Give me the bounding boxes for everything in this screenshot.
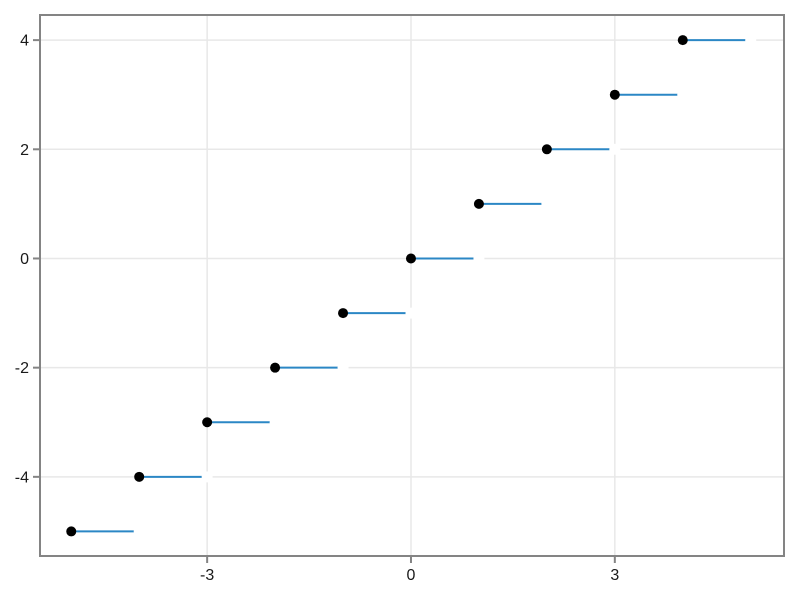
open-endpoint-marker (745, 34, 757, 46)
x-tick-label: 3 (610, 567, 619, 584)
closed-endpoint-marker (134, 471, 145, 482)
closed-endpoint-marker (473, 198, 484, 209)
closed-endpoint-marker (66, 526, 77, 537)
closed-endpoint-marker (202, 417, 213, 428)
plot-frame (39, 14, 785, 557)
open-endpoint-marker (677, 89, 689, 101)
y-tick-label: 4 (20, 33, 29, 50)
open-endpoint-marker (541, 198, 553, 210)
y-tick-label: -4 (15, 469, 29, 486)
closed-endpoint-marker (405, 253, 416, 264)
open-endpoint-marker (337, 362, 349, 374)
closed-endpoint-marker (541, 144, 552, 155)
closed-endpoint-marker (609, 89, 620, 100)
open-endpoint-marker (133, 525, 145, 537)
open-endpoint-marker (609, 143, 621, 155)
x-tick-label: -3 (200, 567, 214, 584)
closed-endpoint-marker (677, 35, 688, 46)
open-endpoint-marker (269, 416, 281, 428)
y-tick-label: -2 (15, 360, 29, 377)
plot-background (40, 15, 784, 556)
open-endpoint-marker (201, 471, 213, 483)
closed-endpoint-marker (270, 362, 281, 373)
y-tick-label: 2 (20, 142, 29, 159)
y-tick-label: 0 (20, 251, 29, 268)
x-tick-label: 0 (407, 567, 416, 584)
open-endpoint-marker (405, 307, 417, 319)
closed-endpoint-marker (338, 308, 349, 319)
open-endpoint-marker (473, 252, 485, 264)
